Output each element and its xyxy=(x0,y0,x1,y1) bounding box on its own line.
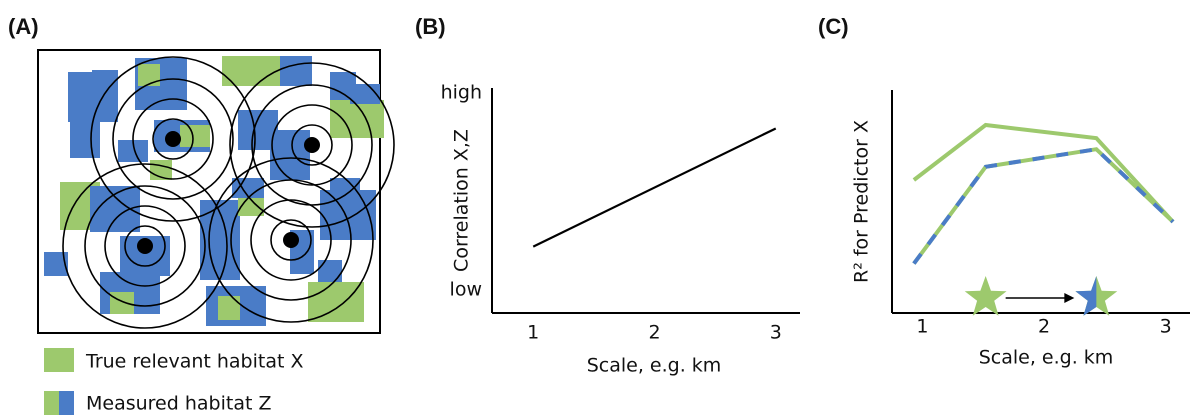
x-tick-label: 3 xyxy=(1160,316,1172,338)
scale-ring xyxy=(132,98,214,180)
scale-ring xyxy=(230,179,352,301)
y-tick-label: high xyxy=(441,82,482,104)
legend-swatch xyxy=(44,391,59,415)
line xyxy=(912,147,1175,265)
scale-ring xyxy=(112,78,234,200)
star xyxy=(964,276,1007,316)
line xyxy=(912,122,1175,224)
habitat-patch xyxy=(118,140,148,162)
site xyxy=(304,137,320,153)
scale-ring xyxy=(84,185,206,307)
scale-ring xyxy=(124,225,166,267)
x-axis-title: Scale, e.g. km xyxy=(587,355,722,377)
habitat-patch xyxy=(318,260,342,284)
habitat-patch xyxy=(308,282,364,322)
x-tick-label: 3 xyxy=(770,322,782,344)
legend-swatch xyxy=(59,391,74,415)
legend-text: Measured habitat Z xyxy=(86,393,271,415)
scale-ring xyxy=(62,163,228,329)
arrow-head xyxy=(1064,293,1075,303)
habitat-patch xyxy=(110,292,134,314)
line xyxy=(532,127,777,248)
panel-a xyxy=(37,49,395,334)
scale-ring xyxy=(291,124,333,166)
scale-ring xyxy=(152,118,194,160)
x-tick-label: 2 xyxy=(1038,316,1050,338)
scale-ring xyxy=(270,219,312,261)
scale-ring xyxy=(251,84,373,206)
line-dash xyxy=(912,147,1175,265)
habitat-patch xyxy=(70,118,100,158)
x-tick-label: 1 xyxy=(527,322,539,344)
y-tick-label: low xyxy=(450,279,482,301)
site xyxy=(165,131,181,147)
site xyxy=(283,232,299,248)
site xyxy=(137,238,153,254)
panel-label: (C) xyxy=(818,14,849,39)
scale-ring xyxy=(271,104,353,186)
y-axis-title: Correlation X,Z xyxy=(451,129,473,272)
scale-ring xyxy=(90,56,256,222)
panel-label: (A) xyxy=(8,14,39,39)
habitat-patch xyxy=(330,178,360,208)
x-tick-label: 2 xyxy=(648,322,660,344)
scale-ring xyxy=(104,205,186,287)
scale-ring xyxy=(208,157,374,323)
habitat-patch xyxy=(180,125,210,147)
legend-swatch xyxy=(44,348,74,372)
habitat-patch xyxy=(138,64,160,86)
habitat-patch xyxy=(270,130,310,180)
star-half xyxy=(1075,276,1097,316)
scale-ring xyxy=(250,199,332,281)
legend-text: True relevant habitat X xyxy=(85,351,304,373)
y-axis-title: R² for Predictor X xyxy=(851,120,873,283)
x-tick-label: 1 xyxy=(916,316,928,338)
panel-label: (B) xyxy=(415,14,446,39)
x-axis-title: Scale, e.g. km xyxy=(979,347,1114,369)
habitat-patch xyxy=(218,296,240,320)
habitat-patch xyxy=(280,56,312,86)
scale-ring xyxy=(229,62,395,228)
habitat-patch xyxy=(92,70,118,90)
